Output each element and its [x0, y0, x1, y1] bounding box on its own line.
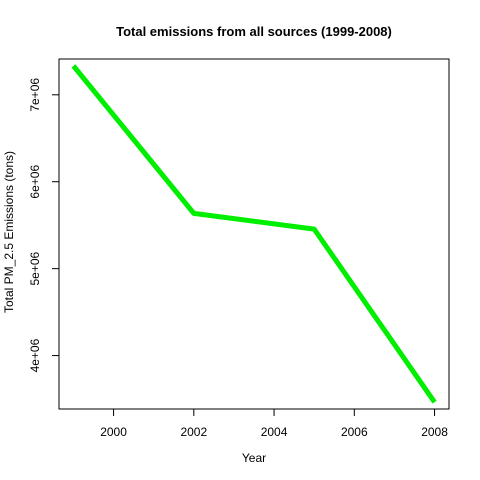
- chart-title: Total emissions from all sources (1999-2…: [116, 24, 392, 39]
- y-tick-label: 4e+06: [28, 338, 42, 372]
- series-line: [71, 64, 437, 404]
- y-tick-label: 7e+06: [28, 78, 42, 112]
- y-axis: 4e+06 5e+06 6e+06 7e+06: [28, 78, 60, 372]
- x-axis: 2000 2002 2004 2006 2008: [100, 408, 448, 439]
- y-axis-label: Total PM_2.5 Emissions (tons): [2, 151, 16, 313]
- x-axis-label: Year: [242, 451, 266, 465]
- plot-box: [58, 58, 450, 410]
- y-tick-label: 5e+06: [28, 251, 42, 285]
- x-tick-label: 2000: [100, 425, 127, 439]
- y-tick-label: 6e+06: [28, 165, 42, 199]
- x-tick-label: 2002: [180, 425, 207, 439]
- x-tick-label: 2004: [261, 425, 288, 439]
- x-tick-label: 2008: [421, 425, 448, 439]
- series-group: [71, 64, 437, 404]
- x-tick-label: 2006: [341, 425, 368, 439]
